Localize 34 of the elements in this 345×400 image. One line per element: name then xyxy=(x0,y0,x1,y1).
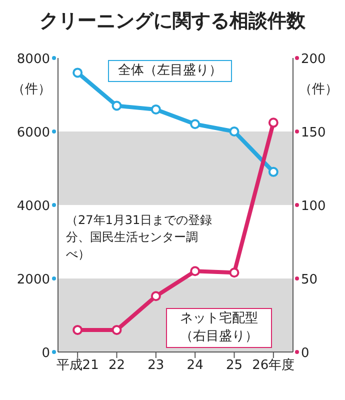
point xyxy=(268,166,278,177)
y-tick-label: 4000 xyxy=(16,199,50,214)
x-tick-label: 26年度 xyxy=(252,357,295,374)
point xyxy=(112,324,122,335)
y2-tick-label: 50 xyxy=(301,272,318,288)
point xyxy=(72,68,83,78)
point xyxy=(268,118,278,128)
x-tick-label: 25 xyxy=(226,358,243,374)
y-tick-label: 2000 xyxy=(16,272,50,288)
point xyxy=(229,126,240,136)
series-label: ネット宅配型（右目盛り） xyxy=(166,308,272,348)
x-tick-label: 平成21 xyxy=(56,358,99,374)
y-tick-label: 0 xyxy=(42,346,50,361)
x-tick-label: 24 xyxy=(186,358,204,374)
y2-tick-label: 150 xyxy=(301,126,326,140)
series-label: 全体（左目盛り） xyxy=(108,60,232,82)
point xyxy=(72,324,83,335)
point xyxy=(112,100,122,111)
y2-tick-label: 200 xyxy=(301,52,326,67)
y-tick-label: 8000 xyxy=(16,52,50,67)
point xyxy=(150,291,161,302)
chart-title: クリーニングに関する相談件数 xyxy=(38,9,306,34)
x-tick-label: 22 xyxy=(108,358,126,374)
y-tick-label: 6000 xyxy=(16,126,50,140)
y-axis-title: （件） xyxy=(12,81,51,98)
point xyxy=(190,266,200,276)
point xyxy=(190,119,200,130)
point xyxy=(150,104,161,114)
annotation: （27年1月31日までの登録分、国民生活センター調べ） xyxy=(66,212,214,263)
y2-tick-label: 100 xyxy=(301,199,326,214)
y2-tick-label: 0 xyxy=(301,346,310,361)
y2-axis-title: （件） xyxy=(299,81,338,98)
point xyxy=(229,268,240,278)
x-tick-label: 23 xyxy=(148,358,164,374)
